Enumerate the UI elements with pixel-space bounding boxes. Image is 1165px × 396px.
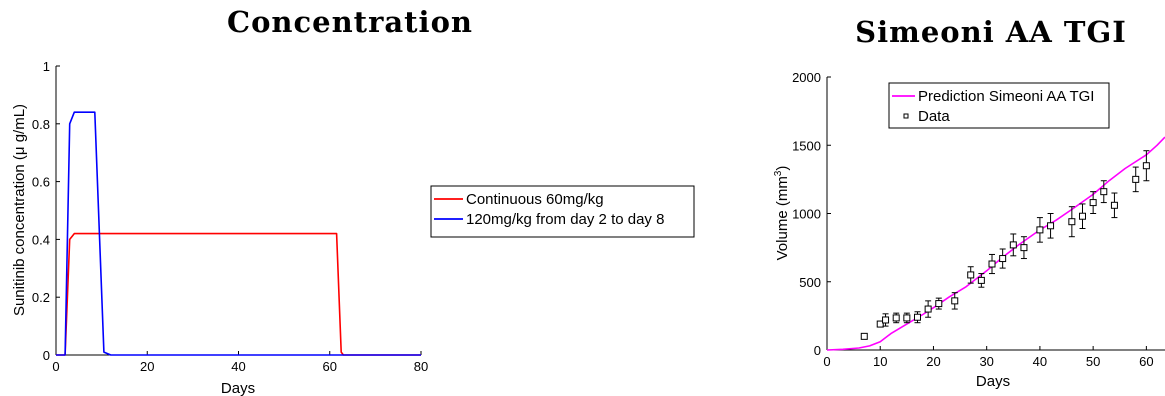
y-tick-label: 0 — [814, 343, 821, 358]
legend-label: Prediction Simeoni AA TGI — [918, 88, 1094, 105]
x-tick-label: 0 — [823, 354, 830, 369]
y-axis-label-suffix: ) — [774, 166, 791, 171]
concentration-plot: Concentration Days Sunitinib concentrati… — [11, 5, 695, 396]
y-axis-label-superscript: 3 — [773, 170, 784, 176]
x-tick-label: 20 — [926, 354, 940, 369]
data-point — [924, 305, 932, 313]
data-point — [1047, 222, 1055, 230]
x-tick-label: 80 — [414, 359, 428, 374]
data-point — [1142, 162, 1150, 170]
simeoni-plot: Simeoni AA TGI Days Volume (mm3) 0 10 20 30… — [773, 15, 1165, 390]
y-tick-label: 0.2 — [32, 290, 50, 305]
x-tick-label: 30 — [979, 354, 993, 369]
series-line — [826, 136, 1165, 351]
x-tick-label: 0 — [52, 359, 59, 374]
x-axis-label: Days — [976, 373, 1010, 390]
legend: Continuous 60mg/kg 120mg/kg from day 2 to… — [430, 185, 695, 238]
y-tick-label: 0 — [43, 348, 50, 363]
y-tick-label: 0.6 — [32, 175, 50, 190]
chart-title: Concentration — [227, 5, 473, 39]
data-point — [1100, 188, 1108, 196]
series-line — [56, 111, 421, 356]
data-point — [1036, 226, 1044, 234]
data-marks — [826, 136, 1165, 351]
chart-title: Simeoni AA TGI — [855, 15, 1127, 49]
y-tick-label: 1000 — [792, 207, 821, 222]
data-marks — [56, 111, 421, 356]
legend-label: Data — [918, 108, 950, 125]
x-tick-label: 60 — [323, 359, 337, 374]
data-point — [1020, 244, 1028, 252]
x-axis-label: Days — [221, 380, 255, 396]
data-point — [882, 316, 890, 324]
legend-label: Continuous 60mg/kg — [466, 191, 604, 208]
x-tick-label: 20 — [140, 359, 154, 374]
x-tick-label: 60 — [1139, 354, 1153, 369]
data-point — [951, 297, 959, 305]
x-tick-label: 40 — [231, 359, 245, 374]
data-point — [1009, 241, 1017, 249]
data-point — [1089, 199, 1097, 207]
data-point — [977, 276, 985, 284]
y-axis-label: Sunitinib concentration (μ g/mL) — [11, 104, 28, 316]
legend: Prediction Simeoni AA TGI Data — [888, 82, 1110, 129]
axes — [55, 66, 421, 356]
data-point — [860, 332, 868, 340]
data-point — [935, 300, 943, 308]
x-tick-label: 40 — [1033, 354, 1047, 369]
y-axis-label-text: Volume (mm — [774, 176, 791, 260]
y-axis-label: Volume (mm3) — [773, 166, 791, 261]
data-point — [913, 313, 921, 321]
data-point — [892, 314, 900, 322]
ticks: 0 20 40 60 80 0 0.2 0.4 0.6 0.8 1 — [32, 59, 428, 374]
y-tick-label: 0.4 — [32, 232, 50, 247]
y-tick-label: 1 — [43, 59, 50, 74]
data-point — [903, 314, 911, 322]
y-tick-label: 1500 — [792, 138, 821, 153]
data-point — [988, 260, 996, 268]
legend-label: 120mg/kg from day 2 to day 8 — [466, 211, 664, 228]
y-tick-label: 0.8 — [32, 117, 50, 132]
data-point — [1132, 175, 1140, 183]
x-tick-label: 50 — [1086, 354, 1100, 369]
x-tick-label: 10 — [873, 354, 887, 369]
data-point — [967, 271, 975, 279]
y-tick-label: 500 — [799, 275, 821, 290]
data-point — [876, 320, 884, 328]
y-tick-label: 2000 — [792, 70, 821, 85]
data-point — [1110, 201, 1118, 209]
legend-marker — [903, 113, 909, 119]
data-point — [1068, 218, 1076, 226]
legend-box — [430, 185, 695, 238]
legend-box — [888, 82, 1110, 129]
series-line — [56, 232, 421, 356]
data-point — [999, 255, 1007, 263]
data-point — [1078, 212, 1086, 220]
